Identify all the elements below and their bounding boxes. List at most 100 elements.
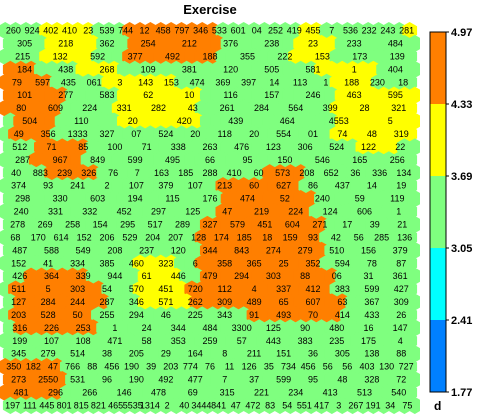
cell-label: 62 xyxy=(143,90,153,100)
colorbar-band xyxy=(430,320,446,392)
colorbar-tick-label: 4.33 xyxy=(451,99,472,111)
cell-label: 766 xyxy=(65,362,80,372)
hex-cell xyxy=(407,138,420,156)
cell-label: 327 xyxy=(99,129,114,139)
cell-label: 191 xyxy=(366,400,381,410)
cell-label: 63 xyxy=(337,297,347,307)
cell-label: 01 xyxy=(308,129,318,139)
cell-label: 221 xyxy=(254,388,269,398)
hex-cell xyxy=(407,164,420,182)
cell-label: 54 xyxy=(282,400,292,410)
cell-label: 54 xyxy=(102,284,112,294)
cell-label: 190 xyxy=(124,362,139,372)
cell-label: 315 xyxy=(220,388,235,398)
cell-label: 110 xyxy=(74,116,88,126)
cell-label: 20 xyxy=(128,116,138,126)
cell-label: 219 xyxy=(254,207,269,217)
cell-label: 455 xyxy=(305,26,320,36)
cell-label: 157 xyxy=(264,90,279,100)
cell-label: 06 xyxy=(332,271,342,281)
cell-label: 199 xyxy=(12,336,27,346)
cell-label: 46 xyxy=(161,310,171,320)
cell-label: 367 xyxy=(364,297,379,307)
cell-label: 346 xyxy=(193,26,208,36)
cell-label: 226 xyxy=(44,323,59,333)
cell-label: 170 xyxy=(31,232,46,242)
cell-label: 479 xyxy=(202,271,217,281)
cell-label: 1 xyxy=(396,207,401,217)
cell-label: 474 xyxy=(240,194,255,204)
cell-label: 419 xyxy=(287,26,302,36)
cell-label: 12 xyxy=(139,26,149,36)
cell-label: 369 xyxy=(215,77,230,87)
cell-label: 403 xyxy=(359,362,374,372)
cell-label: 297 xyxy=(151,207,166,217)
hex-cell xyxy=(402,73,418,91)
cell-label: 88 xyxy=(87,362,97,372)
cell-label: 279 xyxy=(298,245,313,255)
cell-label: 95 xyxy=(242,155,252,165)
hex-cell xyxy=(407,345,420,363)
cell-label: 239 xyxy=(57,168,72,178)
cell-label: 88 xyxy=(396,349,406,359)
cell-label: 47 xyxy=(222,207,232,217)
cell-label: 122 xyxy=(361,142,376,152)
cell-label: 108 xyxy=(76,336,91,346)
cell-label: 343 xyxy=(217,310,232,320)
cell-label: 337 xyxy=(276,284,291,294)
cell-label: 815 xyxy=(74,400,89,410)
hex-cell xyxy=(402,47,418,66)
cell-label: 146 xyxy=(117,388,132,398)
cell-label: 208 xyxy=(107,245,122,255)
cell-label: 355 xyxy=(240,52,255,62)
cell-label: 66 xyxy=(205,155,215,165)
cell-label: 282 xyxy=(151,103,166,113)
cell-label: 4 xyxy=(252,284,257,294)
cell-label: 86 xyxy=(308,181,318,191)
cell-label: 364 xyxy=(44,271,59,281)
cell-label: 58 xyxy=(142,336,152,346)
cell-label: 303 xyxy=(266,271,281,281)
cell-label: 184 xyxy=(17,64,32,74)
cell-label: 211 xyxy=(247,349,261,359)
cell-label: 551 xyxy=(297,400,312,410)
cell-label: 238 xyxy=(264,39,279,49)
cell-label: 404 xyxy=(388,64,403,74)
cell-label: 153 xyxy=(164,77,179,87)
cell-label: 213 xyxy=(217,181,232,191)
cell-label: 241 xyxy=(70,181,85,191)
cell-label: 385 xyxy=(99,258,114,268)
cell-label: 116 xyxy=(223,90,237,100)
cell-label: 493 xyxy=(276,310,291,320)
cell-label: 215 xyxy=(15,52,30,62)
cell-label: 474 xyxy=(190,77,205,87)
cell-label: 125 xyxy=(185,207,200,217)
cell-label: 451 xyxy=(158,284,173,294)
cell-label: 463 xyxy=(347,90,362,100)
cell-label: 182 xyxy=(26,362,41,372)
cell-label: 17 xyxy=(342,220,352,230)
cell-label: 68 xyxy=(10,232,20,242)
cell-label: 383 xyxy=(335,284,350,294)
cell-label: 279 xyxy=(41,349,56,359)
cell-label: 332 xyxy=(82,207,97,217)
cell-label: 07 xyxy=(131,129,141,139)
cell-label: 599 xyxy=(364,284,379,294)
cell-label: 59 xyxy=(355,194,365,204)
hex-cell xyxy=(402,383,418,402)
cell-label: 883 xyxy=(33,168,48,178)
cell-label: 93 xyxy=(43,181,53,191)
cell-label: 190 xyxy=(129,375,144,385)
colorbar-band xyxy=(430,32,446,104)
hex-cell xyxy=(407,190,420,208)
cell-label: 579 xyxy=(230,220,245,230)
cell-label: 412 xyxy=(305,284,320,294)
cell-label: 113 xyxy=(293,77,307,87)
cell-label: 74 xyxy=(337,129,347,139)
cell-label: 136 xyxy=(397,232,412,242)
hex-cell xyxy=(402,332,418,350)
cell-label: 549 xyxy=(76,245,91,255)
cell-label: 164 xyxy=(188,349,203,359)
cell-label: 352 xyxy=(305,258,320,268)
cell-label: 111 xyxy=(23,400,37,410)
